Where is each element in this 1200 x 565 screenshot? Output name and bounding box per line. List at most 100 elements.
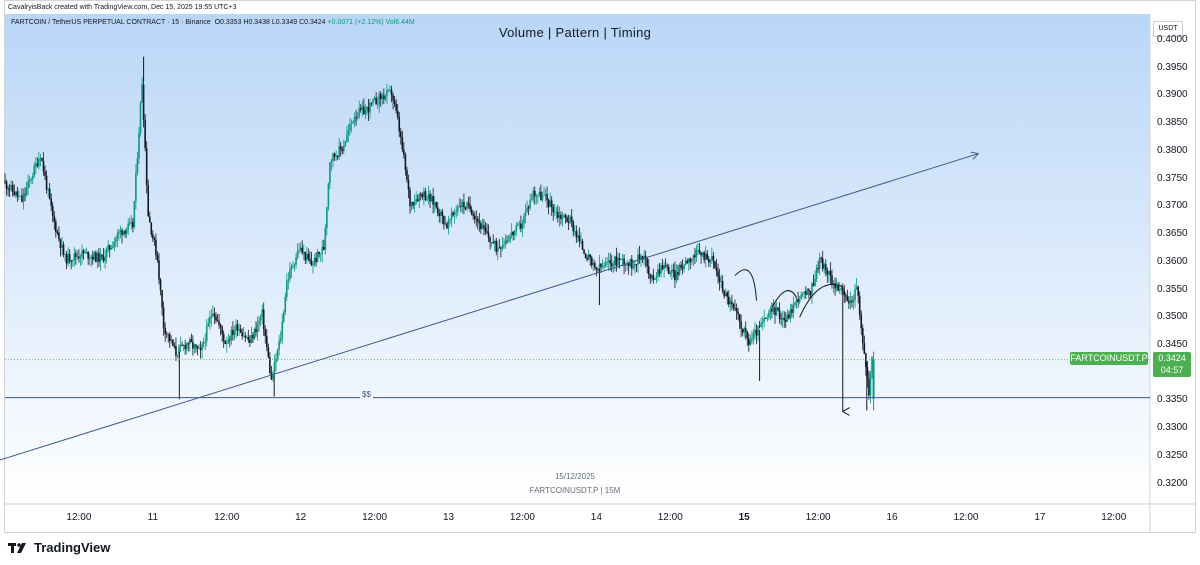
candle (723, 289, 725, 299)
candle (299, 242, 302, 252)
candle (356, 112, 359, 121)
candle (28, 175, 31, 188)
candle (435, 201, 437, 210)
candle (249, 335, 251, 348)
candle (720, 274, 722, 288)
candle (828, 270, 830, 283)
candle (56, 229, 59, 236)
candle (570, 208, 573, 228)
candle (686, 258, 689, 264)
candle (324, 224, 327, 255)
candle (812, 274, 815, 287)
last-candle-body (872, 359, 875, 399)
candle (398, 112, 401, 138)
candle (510, 223, 513, 239)
candle (13, 184, 16, 197)
price-tick-label: 0.3300 (1157, 422, 1188, 434)
candle (792, 296, 795, 319)
candle (316, 248, 319, 263)
candle (387, 89, 390, 92)
candle (748, 333, 750, 352)
candle (403, 142, 405, 159)
candle (399, 127, 402, 145)
candle (289, 262, 291, 283)
ascending-trendline[interactable] (0, 154, 978, 468)
legend-symbol: FARTCOIN / TetherUS PERPETUAL CONTRACT ·… (11, 19, 211, 26)
candle (107, 240, 109, 253)
pattern-curve-left[interactable] (734, 269, 758, 301)
candle (453, 208, 456, 224)
candle (677, 264, 679, 281)
pattern-curve-right[interactable] (799, 283, 843, 318)
candle (527, 205, 530, 216)
candle (569, 214, 571, 225)
candle (170, 335, 173, 344)
candle (75, 249, 77, 265)
candle (218, 314, 220, 329)
candle (614, 255, 616, 272)
last-price-badge: 0.3424 04:57 (1153, 352, 1191, 377)
candle (167, 333, 170, 343)
candle (744, 321, 747, 340)
candle (649, 273, 652, 284)
candle (215, 312, 217, 324)
candle (270, 365, 273, 381)
pattern-curve-mid[interactable] (771, 290, 798, 308)
candle (96, 250, 99, 269)
candle (798, 295, 801, 305)
candle (302, 244, 305, 261)
candle (709, 259, 712, 268)
candle (404, 152, 407, 176)
candle (800, 291, 802, 300)
candle (370, 102, 373, 107)
candle (610, 254, 613, 272)
candle (721, 275, 724, 294)
candle (104, 248, 106, 269)
candle (584, 253, 587, 259)
currency-selector[interactable]: USDT (1153, 21, 1183, 37)
tradingview-logo[interactable]: TradingView (8, 540, 110, 555)
candle (832, 279, 835, 293)
candle (8, 183, 11, 197)
candle (518, 220, 521, 230)
candle (88, 253, 91, 266)
candle (363, 98, 365, 115)
candle (281, 313, 283, 345)
candle (238, 323, 240, 336)
candle (443, 215, 445, 230)
candle (250, 326, 253, 344)
candle (791, 303, 793, 318)
candle (193, 343, 196, 354)
candle (449, 218, 451, 225)
candle (312, 261, 314, 274)
candle (487, 224, 490, 243)
candle (36, 157, 39, 168)
candle (749, 334, 752, 346)
candle (153, 236, 156, 246)
candle (165, 331, 168, 339)
candle (751, 330, 753, 344)
candle (498, 239, 501, 249)
price-tick-label: 0.3250 (1157, 449, 1188, 461)
candle (58, 226, 60, 242)
candle (384, 94, 387, 102)
candle (375, 92, 377, 105)
candle (182, 344, 185, 352)
symbol-legend[interactable]: FARTCOIN / TetherUS PERPETUAL CONTRACT ·… (11, 19, 415, 26)
candle (707, 256, 710, 268)
candle (681, 259, 684, 275)
candle (635, 263, 638, 273)
candle (127, 218, 129, 235)
bar-countdown: 04:57 (1160, 365, 1184, 375)
candle (523, 213, 525, 229)
candle (604, 257, 607, 269)
candle (389, 85, 391, 93)
candle (535, 193, 538, 205)
candle (763, 309, 766, 328)
candle (484, 222, 487, 236)
candle (189, 336, 191, 352)
candle (626, 259, 628, 271)
candle (135, 163, 137, 210)
candle (16, 186, 19, 202)
